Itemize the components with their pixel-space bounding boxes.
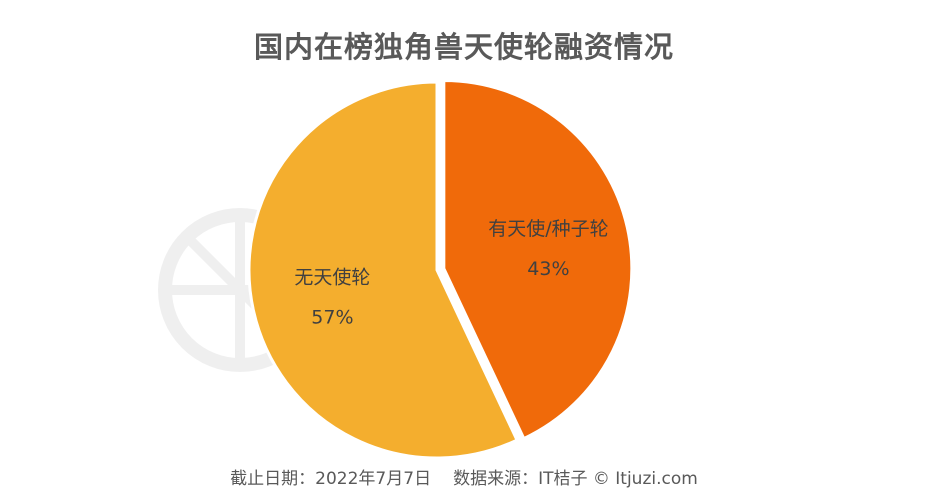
slice-label-2: 无天使轮 [294, 266, 370, 288]
slice-value-label-2: 57% [311, 306, 353, 328]
chart-title: 国内在榜独角兽天使轮融资情况 [253, 30, 674, 64]
slice-label-1: 有天使/种子轮 [488, 218, 608, 240]
footer-source: 数据来源：IT桔子 © Itjuzi.com [453, 469, 698, 489]
footer-date: 截止日期：2022年7月7日 [230, 469, 432, 489]
slice-value-label-1: 43% [527, 258, 569, 280]
pie-slice-2 [247, 80, 520, 460]
pie-slice-1 [442, 78, 634, 441]
footer: 截止日期：2022年7月7日 数据来源：IT桔子 © Itjuzi.com [0, 464, 928, 489]
